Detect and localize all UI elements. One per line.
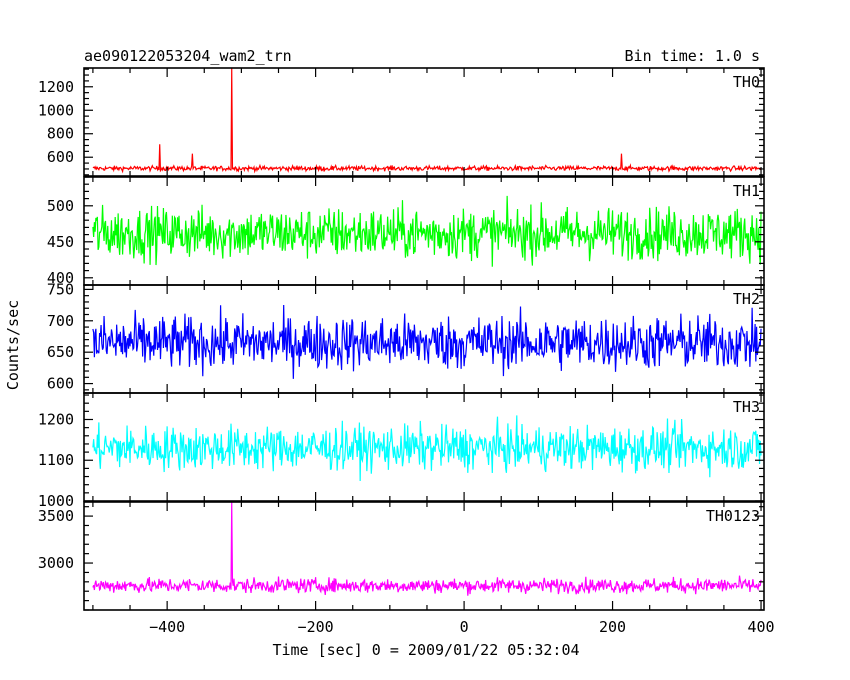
x-tick-label: 200	[599, 618, 626, 636]
y-tick-label: 750	[47, 280, 74, 298]
x-tick-label: 0	[460, 618, 469, 636]
panel-label: TH0	[733, 73, 760, 91]
series-th2	[92, 305, 762, 379]
y-tick-label: 1200	[38, 78, 74, 96]
panel-frame	[83, 501, 765, 611]
panel-th2: 600 650 700 750 TH2	[47, 280, 765, 394]
y-axis-title: Counts/sec	[4, 300, 22, 390]
y-tick-label: 1100	[38, 451, 74, 469]
y-tick-label: 600	[47, 375, 74, 393]
y-tick-label: 500	[47, 197, 74, 215]
panel-label: TH2	[733, 290, 760, 308]
bin-time-label: Bin time: 1.0 s	[625, 47, 760, 65]
panel-label: TH3	[733, 398, 760, 416]
y-tick-label: 800	[47, 125, 74, 143]
panels: 600 800 1000 1200 TH0 400 450 500 TH1 600 650 700 75…	[38, 67, 775, 636]
y-tick-label: 700	[47, 312, 74, 330]
x-tick-label: −400	[149, 618, 185, 636]
y-tick-label: 400	[47, 269, 74, 287]
y-tick-label: 1000	[38, 492, 74, 510]
y-tick-label: 3500	[38, 507, 74, 525]
x-axis-title: Time [sec] 0 = 2009/01/22 05:32:04	[272, 641, 579, 659]
y-tick-label: 600	[47, 148, 74, 166]
y-tick-label: 650	[47, 343, 74, 361]
y-tick-label: 3000	[38, 554, 74, 572]
y-tick-label: 1000	[38, 101, 74, 119]
panel-frame	[83, 392, 765, 502]
x-tick-label: 400	[747, 618, 774, 636]
series-th3	[92, 415, 762, 482]
x-tick-label: −200	[298, 618, 334, 636]
panel-th3: 1000 1100 1200 TH3	[38, 392, 765, 510]
y-tick-label: 1200	[38, 410, 74, 428]
y-tick-label: 450	[47, 233, 74, 251]
panel-th1: 400 450 500 TH1	[47, 176, 765, 287]
series-th1	[92, 195, 762, 267]
panel-th0: 600 800 1000 1200 TH0	[38, 67, 765, 177]
series-th0	[92, 68, 762, 174]
panel-frame	[83, 67, 765, 177]
panel-th0123: 3000 3500 TH0123	[38, 501, 765, 611]
chart-title: ae090122053204_wam2_trn	[84, 47, 292, 65]
panel-label: TH0123	[706, 507, 760, 525]
panel-label: TH1	[733, 182, 760, 200]
series-th0123	[92, 502, 762, 596]
